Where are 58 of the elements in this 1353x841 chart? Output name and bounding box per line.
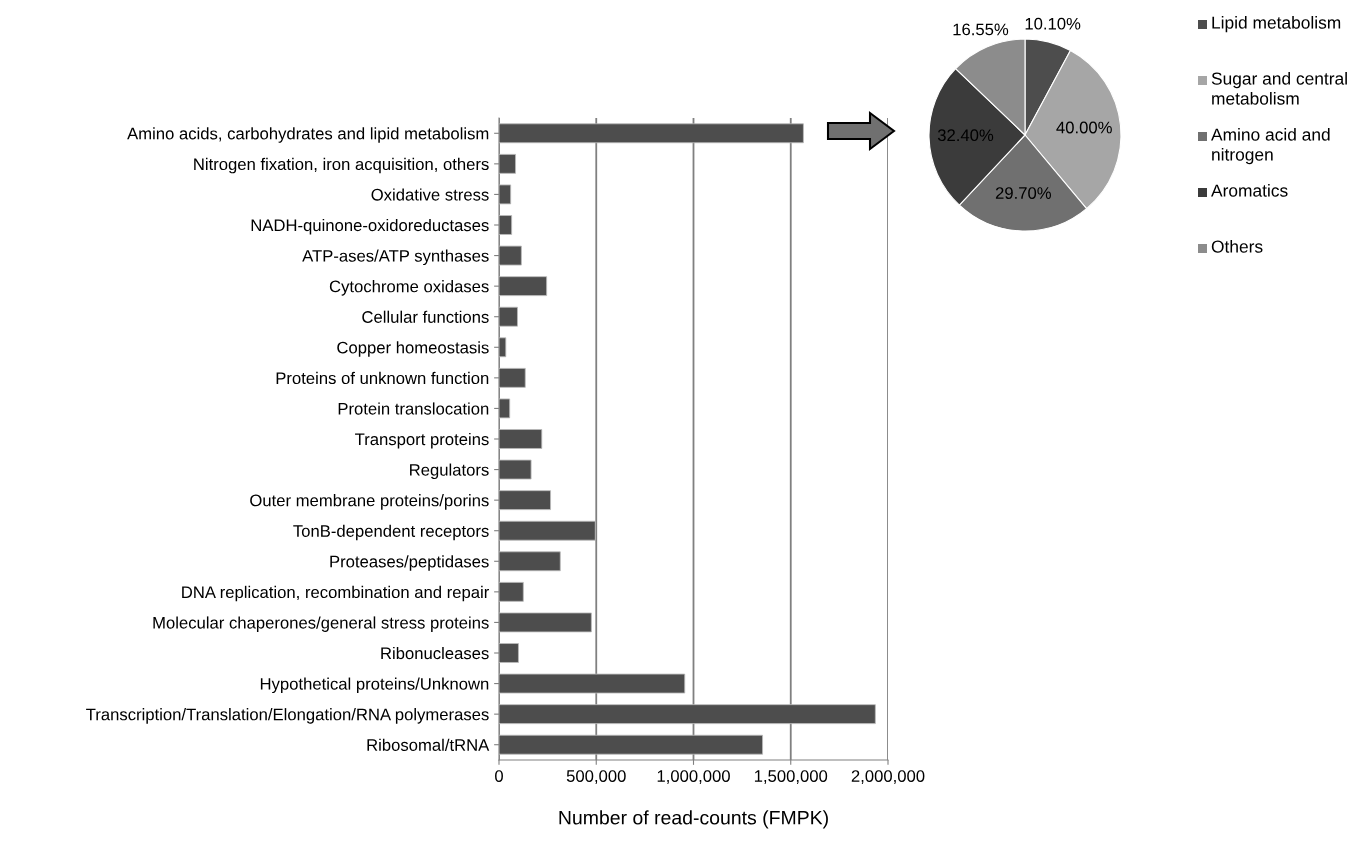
data-label: 40.00% xyxy=(1056,121,1112,134)
bar xyxy=(499,276,548,297)
y-tick-label: Cellular functions xyxy=(362,310,489,323)
x-tick-label: 2,000,000 xyxy=(851,770,925,784)
bar xyxy=(499,459,532,480)
y-tick-label: Transcription/Translation/Elongation/RNA polymerases xyxy=(86,708,489,724)
bar xyxy=(499,215,513,235)
legend-label: Sugar and central metabolism xyxy=(1211,72,1347,105)
bar xyxy=(499,734,763,755)
x-axis-title: Number of read-counts (FMPK) xyxy=(559,810,828,829)
y-tick-label: Hypothetical proteins/Unknown xyxy=(260,677,489,694)
bar xyxy=(499,581,524,602)
x-tick-label: 500,000 xyxy=(566,770,626,784)
y-tick-label: Ribonucleases xyxy=(381,646,489,660)
bar xyxy=(499,612,592,633)
bar xyxy=(499,184,512,205)
bar xyxy=(499,337,507,358)
y-tick-label: Nitrogen fixation, iron acquisition, others xyxy=(194,157,489,174)
bar xyxy=(499,367,526,388)
legend-label: Amino acid and nitrogen xyxy=(1211,128,1330,165)
y-tick-label: Transport proteins xyxy=(355,432,489,449)
legend-label: Aromatics xyxy=(1211,184,1288,197)
y-tick-label: Proteins of unknown function xyxy=(276,371,489,385)
y-tick-label: Cytochrome oxidases xyxy=(329,280,489,296)
bar xyxy=(499,643,519,663)
y-tick-label: Ribosomal/tRNA xyxy=(367,738,490,751)
y-tick-label: Amino acids, carbohydrates and lipid metabolism xyxy=(127,127,489,143)
data-label: 10.10% xyxy=(1025,17,1081,30)
x-tick-label: 1,000,000 xyxy=(657,770,730,784)
y-tick-label: NADH-quinone-oxidoreductases xyxy=(251,218,489,235)
y-tick-label: Outer membrane proteins/porins xyxy=(250,494,489,510)
legend-label: Lipid metabolism xyxy=(1212,16,1341,33)
bar xyxy=(499,490,551,511)
data-label: 32.40% xyxy=(937,129,994,142)
bar xyxy=(499,429,543,449)
bar xyxy=(499,153,516,174)
bar xyxy=(499,704,876,725)
y-tick-label: Oxidative stress xyxy=(371,188,489,201)
y-tick-label: Proteases/peptidases xyxy=(330,555,489,571)
legend-label: Others xyxy=(1211,240,1263,253)
y-tick-label: Copper homeostasis xyxy=(337,341,489,357)
bar xyxy=(499,520,596,541)
data-label: 16.55% xyxy=(953,23,1009,36)
bar xyxy=(499,398,511,419)
y-tick-label: Regulators xyxy=(410,463,489,480)
data-label: 29.70% xyxy=(995,187,1051,199)
x-tick-label: 1,500,000 xyxy=(754,770,828,784)
y-tick-label: Molecular chaperones/general stress proteins xyxy=(153,616,489,632)
bar xyxy=(499,245,522,266)
bar xyxy=(499,551,561,572)
y-tick-label: DNA replication, recombination and repair xyxy=(182,585,490,602)
y-tick-label: Protein translocation xyxy=(338,402,489,415)
y-tick-label: ATP-ases/ATP synthases xyxy=(302,249,489,266)
bar xyxy=(499,673,686,694)
y-tick-label: TonB-dependent receptors xyxy=(293,524,489,541)
x-tick-label: 0 xyxy=(495,770,503,782)
bar xyxy=(499,306,518,327)
bar xyxy=(499,123,804,144)
